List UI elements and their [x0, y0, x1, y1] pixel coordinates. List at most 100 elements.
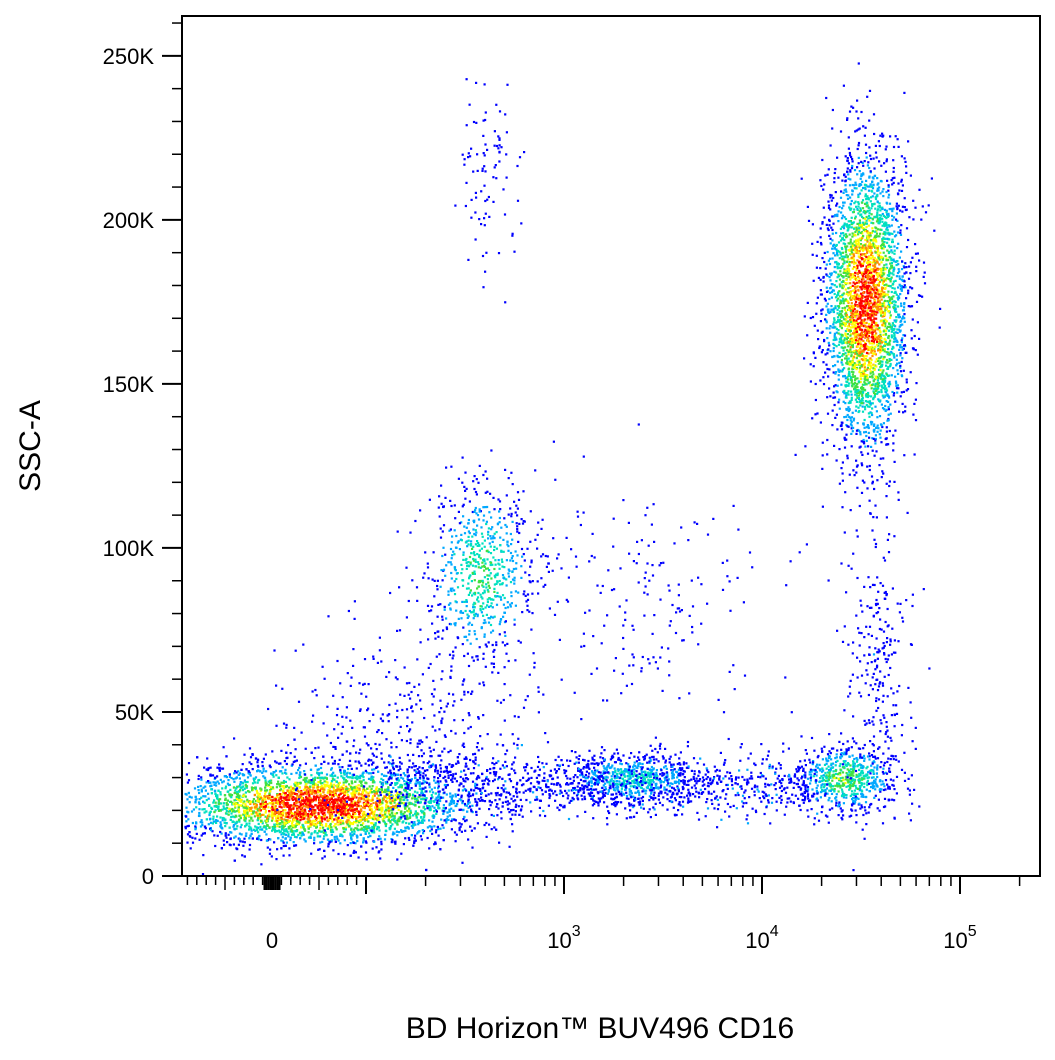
data-point	[455, 833, 458, 836]
data-point	[276, 811, 279, 814]
data-point	[323, 794, 326, 797]
data-point	[618, 780, 621, 783]
data-point	[637, 791, 640, 794]
data-point	[648, 756, 651, 759]
data-point	[197, 774, 200, 777]
data-point	[329, 799, 332, 802]
data-point	[267, 780, 270, 783]
data-point	[295, 771, 298, 775]
data-point	[303, 802, 306, 805]
data-point	[408, 766, 411, 769]
data-point	[187, 818, 190, 821]
data-point	[601, 762, 604, 765]
data-point	[434, 841, 437, 844]
data-point	[331, 809, 334, 812]
data-point	[261, 761, 264, 764]
data-point	[404, 783, 407, 786]
data-point	[348, 772, 352, 775]
data-point	[698, 770, 701, 773]
data-point	[618, 758, 621, 761]
data-point	[341, 797, 344, 800]
data-point	[277, 837, 280, 840]
data-point	[337, 812, 341, 815]
data-point	[681, 813, 684, 816]
data-point	[319, 789, 322, 792]
data-point	[244, 803, 247, 806]
data-point	[235, 810, 238, 813]
data-point	[282, 833, 286, 836]
data-point	[251, 768, 254, 771]
data-point	[272, 802, 276, 805]
data-point	[437, 804, 440, 807]
data-point	[485, 821, 488, 825]
data-point	[327, 798, 330, 801]
data-point	[416, 781, 420, 784]
data-point	[323, 795, 326, 798]
data-point	[624, 788, 627, 791]
data-point	[301, 797, 304, 800]
data-point	[281, 789, 285, 792]
data-point	[422, 782, 425, 785]
data-point	[511, 823, 514, 826]
data-point	[614, 796, 617, 800]
data-point	[186, 825, 189, 828]
data-point	[632, 771, 636, 774]
data-point	[629, 809, 632, 812]
data-point	[590, 780, 593, 783]
data-point	[450, 819, 453, 823]
data-point	[283, 821, 286, 824]
data-point	[283, 797, 286, 800]
data-point	[233, 737, 236, 740]
data-point	[210, 792, 213, 795]
data-point	[595, 762, 598, 765]
data-point	[363, 802, 366, 806]
data-point	[375, 806, 378, 809]
data-point	[368, 826, 371, 830]
data-point	[220, 832, 223, 835]
data-point	[299, 771, 302, 774]
data-point	[333, 783, 336, 786]
data-point	[239, 840, 242, 843]
data-point	[343, 800, 346, 803]
data-point	[454, 795, 457, 798]
data-point	[237, 843, 240, 846]
data-point	[866, 290, 869, 293]
data-point	[248, 790, 251, 794]
data-point	[610, 775, 613, 778]
data-point	[330, 808, 333, 811]
data-point	[450, 828, 453, 831]
data-point	[388, 791, 391, 795]
data-point	[308, 795, 311, 798]
data-point	[249, 809, 252, 813]
data-point	[595, 774, 598, 777]
data-point	[371, 816, 374, 819]
data-point	[621, 770, 624, 774]
data-point	[249, 802, 252, 805]
data-point	[339, 808, 342, 811]
data-point	[345, 821, 348, 825]
data-point	[408, 807, 411, 810]
data-point	[347, 814, 350, 817]
data-point	[316, 771, 319, 774]
data-point	[325, 773, 329, 776]
data-point	[316, 807, 319, 810]
data-point	[375, 766, 378, 769]
data-point	[448, 763, 451, 766]
data-point	[651, 778, 654, 781]
data-point	[284, 768, 287, 771]
data-point	[335, 807, 338, 811]
data-point	[281, 766, 284, 769]
data-point	[631, 765, 635, 768]
data-point	[416, 799, 419, 802]
data-point	[437, 807, 440, 810]
data-point	[414, 776, 417, 780]
data-point	[671, 773, 674, 776]
data-point	[334, 823, 337, 826]
data-point	[418, 784, 421, 788]
data-point	[395, 812, 399, 815]
data-point	[320, 816, 323, 819]
data-point	[221, 767, 224, 770]
data-point	[377, 838, 380, 841]
data-point	[205, 810, 208, 813]
data-point	[408, 822, 411, 825]
